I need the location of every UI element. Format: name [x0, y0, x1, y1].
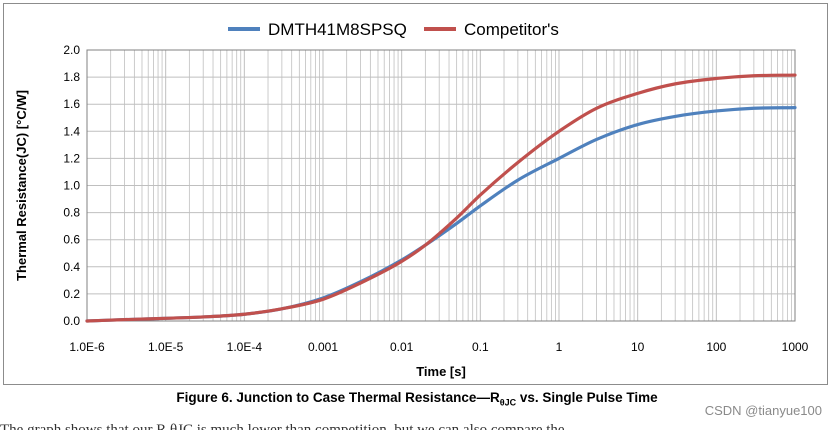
chart: 0.0 0.2 0.4 0.6 0.8 1.0 1.2 1.4 1.6 1.8 2.0 1.0E-6 1…	[14, 20, 809, 379]
legend-label: DMTH41M8SPSQ	[268, 20, 407, 39]
grid	[86, 49, 796, 322]
x-tick-label: 0.001	[308, 340, 338, 354]
watermark: CSDN @tianyue100	[704, 403, 822, 418]
x-tick-label: 0.01	[390, 340, 414, 354]
x-tick-label: 1	[556, 340, 563, 354]
x-tick-label: 1000	[782, 340, 809, 354]
y-tick-label: 0.4	[63, 260, 80, 274]
legend: DMTH41M8SPSQ Competitor's	[228, 20, 559, 39]
x-tick-label: 10	[631, 340, 645, 354]
body-text: The graph shows that our R θJC is much l…	[0, 422, 565, 430]
caption-suffix: vs. Single Pulse Time	[516, 390, 658, 405]
x-tick-label: 0.1	[472, 340, 489, 354]
x-tick-label: 100	[706, 340, 726, 354]
y-tick-label: 1.2	[63, 151, 80, 165]
caption-subscript: θJC	[499, 397, 517, 408]
y-axis-title: Thermal Resistance(JC) [°C/W]	[14, 90, 29, 281]
x-tick-label: 1.0E-5	[148, 340, 184, 354]
y-tick-label: 2.0	[63, 43, 80, 57]
figure-caption: Figure 6. Junction to Case Thermal Resis…	[0, 390, 834, 408]
series-line-2	[85, 73, 797, 323]
y-tick-label: 0.6	[63, 233, 80, 247]
y-tick-label: 0.2	[63, 287, 80, 301]
y-tick-label: 1.6	[63, 97, 80, 111]
y-tick-label: 1.4	[63, 124, 80, 138]
x-tick-label: 1.0E-6	[69, 340, 105, 354]
series-line-1	[85, 105, 797, 323]
x-axis-title: Time [s]	[416, 364, 466, 379]
y-tick-label: 0.8	[63, 206, 80, 220]
y-tick-label: 0.0	[63, 314, 80, 328]
x-tick-label: 1.0E-4	[227, 340, 263, 354]
caption-prefix: Figure 6. Junction to Case Thermal Resis…	[176, 390, 500, 405]
legend-label: Competitor's	[464, 20, 559, 39]
plot-area	[86, 49, 796, 322]
tick-labels: 0.0 0.2 0.4 0.6 0.8 1.0 1.2 1.4 1.6 1.8 2.0 1.0E-6 1…	[63, 43, 808, 354]
series-layer	[85, 73, 797, 323]
y-tick-label: 1.0	[63, 179, 80, 193]
y-tick-label: 1.8	[63, 70, 80, 84]
